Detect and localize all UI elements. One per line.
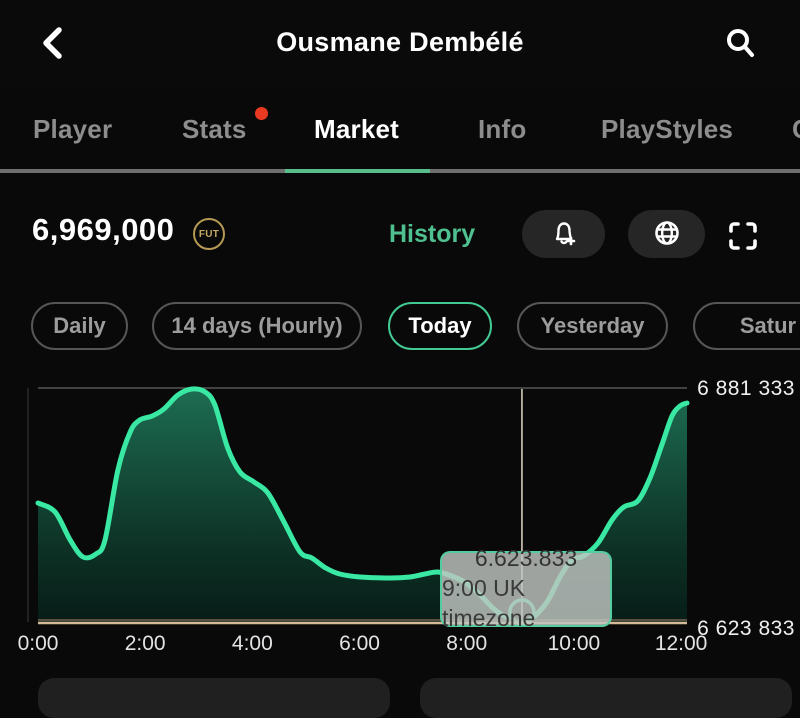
header: Ousmane Dembélé [0, 0, 800, 90]
bell-add-icon [548, 217, 580, 252]
filter-saturday[interactable]: Satur [693, 302, 800, 350]
tab-market[interactable]: Market [308, 104, 405, 154]
filter-14-days-hourly[interactable]: 14 days (Hourly) [152, 302, 362, 350]
tooltip-price-value: 6.623.833 [474, 545, 578, 572]
stats-notification-dot [255, 107, 268, 120]
active-tab-underline [285, 169, 430, 173]
fut-coin-label: FUT [198, 228, 220, 240]
chevron-left-icon [39, 26, 65, 63]
bottom-card-left[interactable] [38, 678, 390, 718]
tooltip-time-label: 9:00 UK timezone [442, 575, 536, 631]
x-tick-label: 4:00 [231, 632, 273, 655]
globe-icon [651, 217, 683, 252]
timezone-globe-button[interactable] [628, 210, 705, 258]
filter-yesterday[interactable]: Yesterday [517, 302, 668, 350]
chart-tooltip: 6.623.833 9:00 UK timezone [440, 545, 612, 631]
player-price: 6,969,000 [32, 212, 175, 247]
tab-stats[interactable]: Stats [176, 104, 253, 154]
x-tick-label: 6:00 [339, 632, 380, 655]
x-tick-label: 8:00 [446, 632, 488, 655]
x-tick-label: 0:00 [17, 632, 59, 655]
fullscreen-button[interactable] [726, 220, 760, 254]
chart-area-fill [38, 388, 687, 623]
selected-point-marker [508, 598, 536, 626]
filter-daily[interactable]: Daily [31, 302, 128, 350]
tab-bar: Player Stats Market Info PlayStyles C [0, 90, 800, 173]
x-tick-label: 2:00 [124, 632, 166, 655]
back-button[interactable] [30, 22, 74, 66]
page-title: Ousmane Dembélé [276, 27, 524, 57]
filter-today[interactable]: Today [388, 302, 492, 350]
tab-clipped[interactable]: C [786, 104, 800, 154]
chart-price-line [35, 386, 690, 625]
search-button[interactable] [718, 22, 762, 66]
y-axis-max-label: 6 881 333 [697, 377, 795, 400]
bottom-card-right[interactable] [420, 678, 792, 718]
fullscreen-icon [727, 220, 759, 255]
tab-player[interactable]: Player [27, 104, 118, 154]
x-tick-label: 10:00 [547, 632, 601, 655]
search-icon [724, 27, 756, 62]
history-label[interactable]: History [389, 220, 476, 248]
tab-playstyles[interactable]: PlayStyles [595, 104, 739, 154]
fut-coin-icon: FUT [193, 218, 225, 250]
x-tick-label: 12:00 [654, 632, 708, 655]
tab-info[interactable]: Info [472, 104, 532, 154]
y-axis-min-label: 6 623 833 [697, 617, 795, 640]
price-alert-button[interactable] [522, 210, 605, 258]
